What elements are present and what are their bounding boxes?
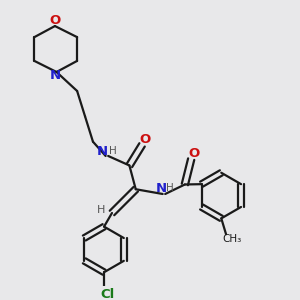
Text: N: N (50, 69, 61, 82)
Text: H: H (97, 205, 105, 215)
Text: Cl: Cl (100, 288, 114, 300)
Text: H: H (109, 146, 116, 156)
Text: H: H (166, 183, 173, 193)
Text: N: N (155, 182, 167, 195)
Text: O: O (49, 14, 61, 27)
Text: CH₃: CH₃ (223, 234, 242, 244)
Text: O: O (188, 147, 200, 160)
Text: N: N (97, 145, 108, 158)
Text: O: O (140, 133, 151, 146)
